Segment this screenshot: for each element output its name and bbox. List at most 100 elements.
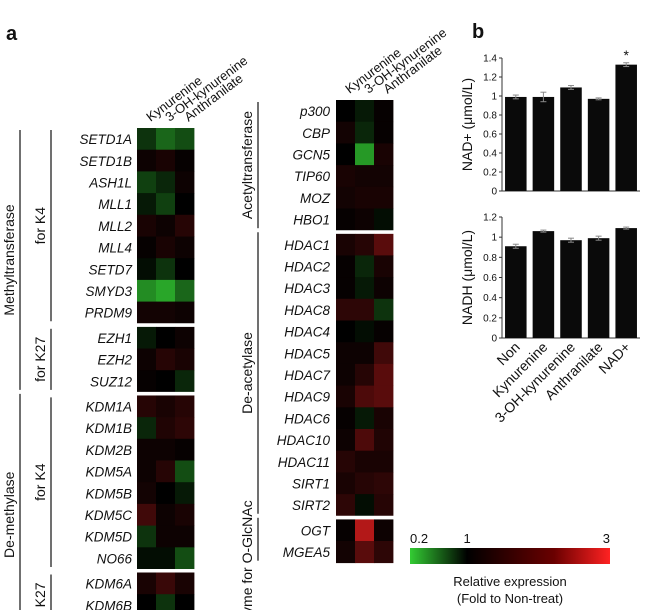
bar — [560, 240, 582, 338]
heatmap-cell — [336, 342, 356, 365]
subgroup-label: for K27 — [32, 582, 48, 610]
heatmap-cell — [336, 541, 356, 564]
panel-b-label: b — [472, 21, 484, 43]
colorbar-title-line2: (Fold to Non-treat) — [457, 591, 563, 606]
subgroup-label: for K27 — [32, 337, 48, 382]
heatmap-cell — [374, 494, 394, 517]
x-tick-label: NAD+ — [595, 339, 633, 377]
y-tick-label: 1 — [491, 233, 497, 244]
gene-label: KDM5C — [85, 508, 133, 523]
bar — [560, 87, 582, 191]
bar — [505, 96, 527, 191]
significance-marker: * — [623, 47, 629, 63]
heatmap-cell — [355, 342, 375, 365]
group-label: Acetyltransferase — [239, 111, 255, 219]
heatmap-cell — [355, 519, 375, 542]
heatmap-cell — [175, 171, 195, 194]
heatmap-cell — [336, 255, 356, 278]
heatmap-cell — [175, 503, 195, 526]
heatmap-cell — [175, 279, 195, 302]
heatmap-cell — [156, 503, 176, 526]
gene-label: SIRT2 — [292, 498, 331, 513]
heatmap-cell — [355, 385, 375, 408]
gene-label: KDM1B — [85, 421, 132, 436]
heatmap-cell — [355, 208, 375, 231]
heatmap-cell — [137, 128, 157, 151]
colorbar-gradient — [410, 548, 610, 564]
heatmap-cell — [355, 407, 375, 430]
heatmap-cell — [336, 277, 356, 300]
gene-label: CBP — [302, 126, 330, 141]
heatmap-right: Kynurenine3-OH-kynurenineAnthranilatep30… — [239, 25, 449, 610]
heatmap-cell — [137, 572, 157, 595]
heatmap-cell — [336, 208, 356, 231]
y-tick-label: 1.4 — [483, 54, 497, 65]
heatmap-cell — [355, 363, 375, 386]
group-label: Enzyme for O-GlcNAc — [239, 500, 255, 610]
heatmap-cell — [336, 298, 356, 321]
heatmap-cell — [374, 208, 394, 231]
heatmap-cell — [336, 121, 356, 144]
y-axis-label: NADH (μmol/L) — [459, 230, 475, 325]
gene-label: p300 — [299, 104, 331, 119]
heatmap-cell — [374, 320, 394, 343]
heatmap-cell — [156, 482, 176, 505]
gene-label: HDAC2 — [284, 259, 330, 274]
heatmap-cell — [336, 363, 356, 386]
gene-label: SETD7 — [88, 262, 132, 277]
bar — [615, 228, 637, 338]
group-label: De-acetylase — [239, 332, 255, 414]
heatmap-cell — [175, 149, 195, 172]
gene-label: PRDM9 — [85, 306, 133, 321]
heatmap-cell — [374, 429, 394, 452]
heatmap-cell — [374, 165, 394, 188]
colorbar-title-line1: Relative expression — [453, 574, 566, 589]
heatmap-cell — [336, 165, 356, 188]
heatmap-cell — [336, 494, 356, 517]
gene-label: MLL1 — [98, 197, 132, 212]
heatmap-cell — [175, 547, 195, 570]
heatmap-cell — [137, 525, 157, 548]
gene-label: KDM2B — [85, 443, 132, 458]
group-label: Methyltransferase — [1, 204, 17, 315]
heatmap-cell — [355, 277, 375, 300]
heatmap-cell — [374, 407, 394, 430]
heatmap-cell — [175, 214, 195, 237]
bar — [505, 246, 527, 338]
heatmap-cell — [137, 594, 157, 610]
heatmap-cell — [175, 594, 195, 610]
heatmap-cell — [175, 128, 195, 151]
y-tick-label: 0.4 — [483, 149, 497, 160]
heatmap-cell — [355, 186, 375, 209]
heatmap-cell — [175, 460, 195, 483]
heatmap-cell — [336, 320, 356, 343]
gene-label: SMYD3 — [85, 284, 132, 299]
heatmap-cell — [156, 128, 176, 151]
heatmap-cell — [137, 438, 157, 461]
heatmap-cell — [156, 525, 176, 548]
heatmap-cell — [374, 519, 394, 542]
gene-label: KDM5D — [85, 530, 133, 545]
heatmap-cell — [137, 279, 157, 302]
gene-label: KDM1A — [85, 399, 132, 414]
gene-label: MLL4 — [98, 241, 132, 256]
heatmap-cell — [156, 193, 176, 216]
heatmap-cell — [355, 143, 375, 166]
heatmap-cell — [156, 395, 176, 418]
gene-label: KDM6A — [85, 577, 132, 592]
bar — [587, 238, 610, 338]
heatmap-cell — [374, 121, 394, 144]
heatmap-cell — [175, 236, 195, 259]
gene-label: SETD1B — [79, 154, 132, 169]
heatmap-cell — [137, 370, 157, 393]
bar — [587, 98, 610, 191]
heatmap-cell — [137, 193, 157, 216]
gene-label: MGEA5 — [283, 545, 331, 560]
heatmap-cell — [175, 525, 195, 548]
heatmap-cell — [175, 572, 195, 595]
heatmap-cell — [355, 298, 375, 321]
gene-label: TIP60 — [294, 169, 331, 184]
heatmap-cell — [355, 255, 375, 278]
